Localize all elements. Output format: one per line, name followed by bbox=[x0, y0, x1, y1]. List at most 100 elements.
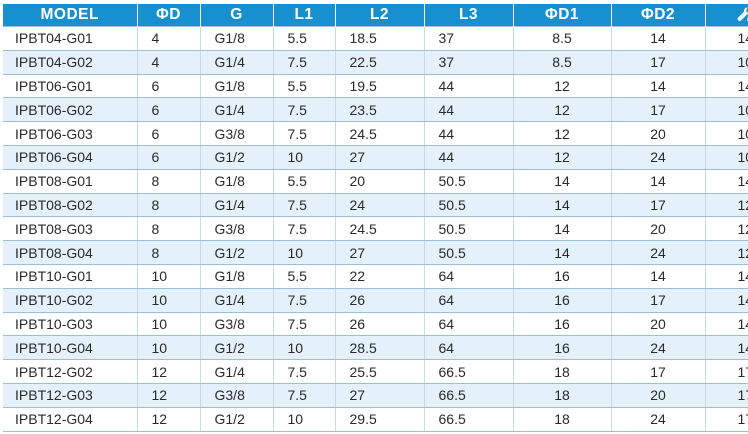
cell-model: IPBT12-G02 bbox=[3, 359, 138, 384]
cell-model: IPBT04-G01 bbox=[3, 26, 138, 51]
cell-l1: 7.5 bbox=[273, 216, 336, 242]
cell-diameter-d1: 16 bbox=[513, 311, 612, 337]
cell-thread-g: G1/2 bbox=[200, 240, 274, 265]
cell-thread-g: G3/8 bbox=[200, 121, 274, 146]
cell-diameter-d: 10 bbox=[137, 263, 201, 289]
cell-l2: 27 bbox=[335, 144, 425, 170]
cell-l3: 64 bbox=[424, 311, 514, 337]
cell-wrench-size: 14 bbox=[705, 311, 748, 337]
cell-l1: 10 bbox=[273, 406, 336, 432]
cell-l2: 18.5 bbox=[335, 26, 425, 51]
cell-wrench-size: 12 bbox=[705, 240, 748, 265]
cell-diameter-d: 8 bbox=[137, 192, 201, 218]
cell-diameter-d: 8 bbox=[137, 216, 201, 242]
header-l1: L1 bbox=[273, 4, 336, 27]
cell-thread-g: G1/2 bbox=[200, 144, 274, 170]
cell-diameter-d: 12 bbox=[137, 382, 201, 408]
cell-thread-g: G1/4 bbox=[200, 359, 274, 384]
cell-l2: 19.5 bbox=[335, 73, 425, 99]
cell-l1: 10 bbox=[273, 144, 336, 170]
cell-l3: 64 bbox=[424, 335, 514, 361]
cell-wrench-size: 14 bbox=[705, 287, 748, 313]
cell-l2: 29.5 bbox=[335, 406, 425, 432]
cell-wrench-size: 17 bbox=[705, 382, 748, 408]
cell-diameter-d2: 17 bbox=[611, 49, 706, 75]
cell-diameter-d2: 17 bbox=[611, 287, 706, 313]
cell-diameter-d2: 20 bbox=[611, 382, 706, 408]
cell-l2: 28.5 bbox=[335, 335, 425, 361]
cell-diameter-d1: 16 bbox=[513, 263, 612, 289]
cell-diameter-d: 8 bbox=[137, 240, 201, 265]
header-diameter-d2: ΦD2 bbox=[611, 4, 706, 27]
cell-thread-g: G3/8 bbox=[200, 311, 274, 337]
header-l3: L3 bbox=[424, 4, 514, 27]
cell-diameter-d2: 14 bbox=[611, 26, 706, 51]
cell-l2: 27 bbox=[335, 382, 425, 408]
cell-diameter-d: 4 bbox=[137, 26, 201, 51]
cell-diameter-d: 6 bbox=[137, 121, 201, 146]
cell-wrench-size: 17 bbox=[705, 406, 748, 432]
cell-l2: 23.5 bbox=[335, 97, 425, 123]
cell-diameter-d2: 14 bbox=[611, 73, 706, 99]
cell-diameter-d1: 14 bbox=[513, 168, 612, 194]
cell-diameter-d: 6 bbox=[137, 73, 201, 99]
cell-model: IPBT10-G02 bbox=[3, 287, 138, 313]
cell-diameter-d: 12 bbox=[137, 406, 201, 432]
cell-thread-g: G1/4 bbox=[200, 49, 274, 75]
wrench-icon bbox=[737, 7, 748, 21]
cell-l1: 7.5 bbox=[273, 382, 336, 408]
cell-diameter-d1: 18 bbox=[513, 382, 612, 408]
cell-l1: 7.5 bbox=[273, 97, 336, 123]
cell-diameter-d2: 17 bbox=[611, 359, 706, 384]
cell-diameter-d1: 16 bbox=[513, 287, 612, 313]
cell-l3: 66.5 bbox=[424, 359, 514, 384]
cell-diameter-d1: 8.5 bbox=[513, 49, 612, 75]
spec-table: MODEL ΦD G L1 L2 L3 ΦD1 ΦD2 IPBT04-G01 4 G… bbox=[3, 4, 748, 432]
cell-diameter-d1: 14 bbox=[513, 192, 612, 218]
cell-l1: 5.5 bbox=[273, 263, 336, 289]
header-diameter-d1: ΦD1 bbox=[513, 4, 612, 27]
cell-diameter-d1: 14 bbox=[513, 216, 612, 242]
cell-l1: 7.5 bbox=[273, 121, 336, 146]
cell-diameter-d1: 18 bbox=[513, 406, 612, 432]
cell-model: IPBT06-G02 bbox=[3, 97, 138, 123]
cell-l3: 64 bbox=[424, 263, 514, 289]
cell-diameter-d2: 17 bbox=[611, 97, 706, 123]
cell-thread-g: G1/4 bbox=[200, 97, 274, 123]
cell-wrench-size: 10 bbox=[705, 121, 748, 146]
cell-diameter-d2: 14 bbox=[611, 263, 706, 289]
cell-thread-g: G1/8 bbox=[200, 263, 274, 289]
cell-diameter-d2: 24 bbox=[611, 240, 706, 265]
cell-thread-g: G1/4 bbox=[200, 192, 274, 218]
header-diameter-d: ΦD bbox=[137, 4, 201, 27]
cell-l1: 7.5 bbox=[273, 311, 336, 337]
cell-wrench-size: 14 bbox=[705, 263, 748, 289]
header-thread-g: G bbox=[200, 4, 274, 27]
cell-model: IPBT10-G04 bbox=[3, 335, 138, 361]
cell-diameter-d1: 18 bbox=[513, 359, 612, 384]
cell-l2: 27 bbox=[335, 240, 425, 265]
cell-diameter-d1: 12 bbox=[513, 121, 612, 146]
cell-l1: 7.5 bbox=[273, 287, 336, 313]
cell-thread-g: G1/2 bbox=[200, 335, 274, 361]
cell-diameter-d: 12 bbox=[137, 359, 201, 384]
cell-diameter-d: 10 bbox=[137, 311, 201, 337]
cell-model: IPBT06-G03 bbox=[3, 121, 138, 146]
cell-l2: 22 bbox=[335, 263, 425, 289]
cell-diameter-d1: 12 bbox=[513, 144, 612, 170]
header-l2: L2 bbox=[335, 4, 425, 27]
cell-l1: 7.5 bbox=[273, 192, 336, 218]
cell-l1: 7.5 bbox=[273, 359, 336, 384]
cell-thread-g: G1/8 bbox=[200, 73, 274, 99]
cell-diameter-d2: 24 bbox=[611, 406, 706, 432]
cell-l3: 37 bbox=[424, 49, 514, 75]
cell-diameter-d: 8 bbox=[137, 168, 201, 194]
